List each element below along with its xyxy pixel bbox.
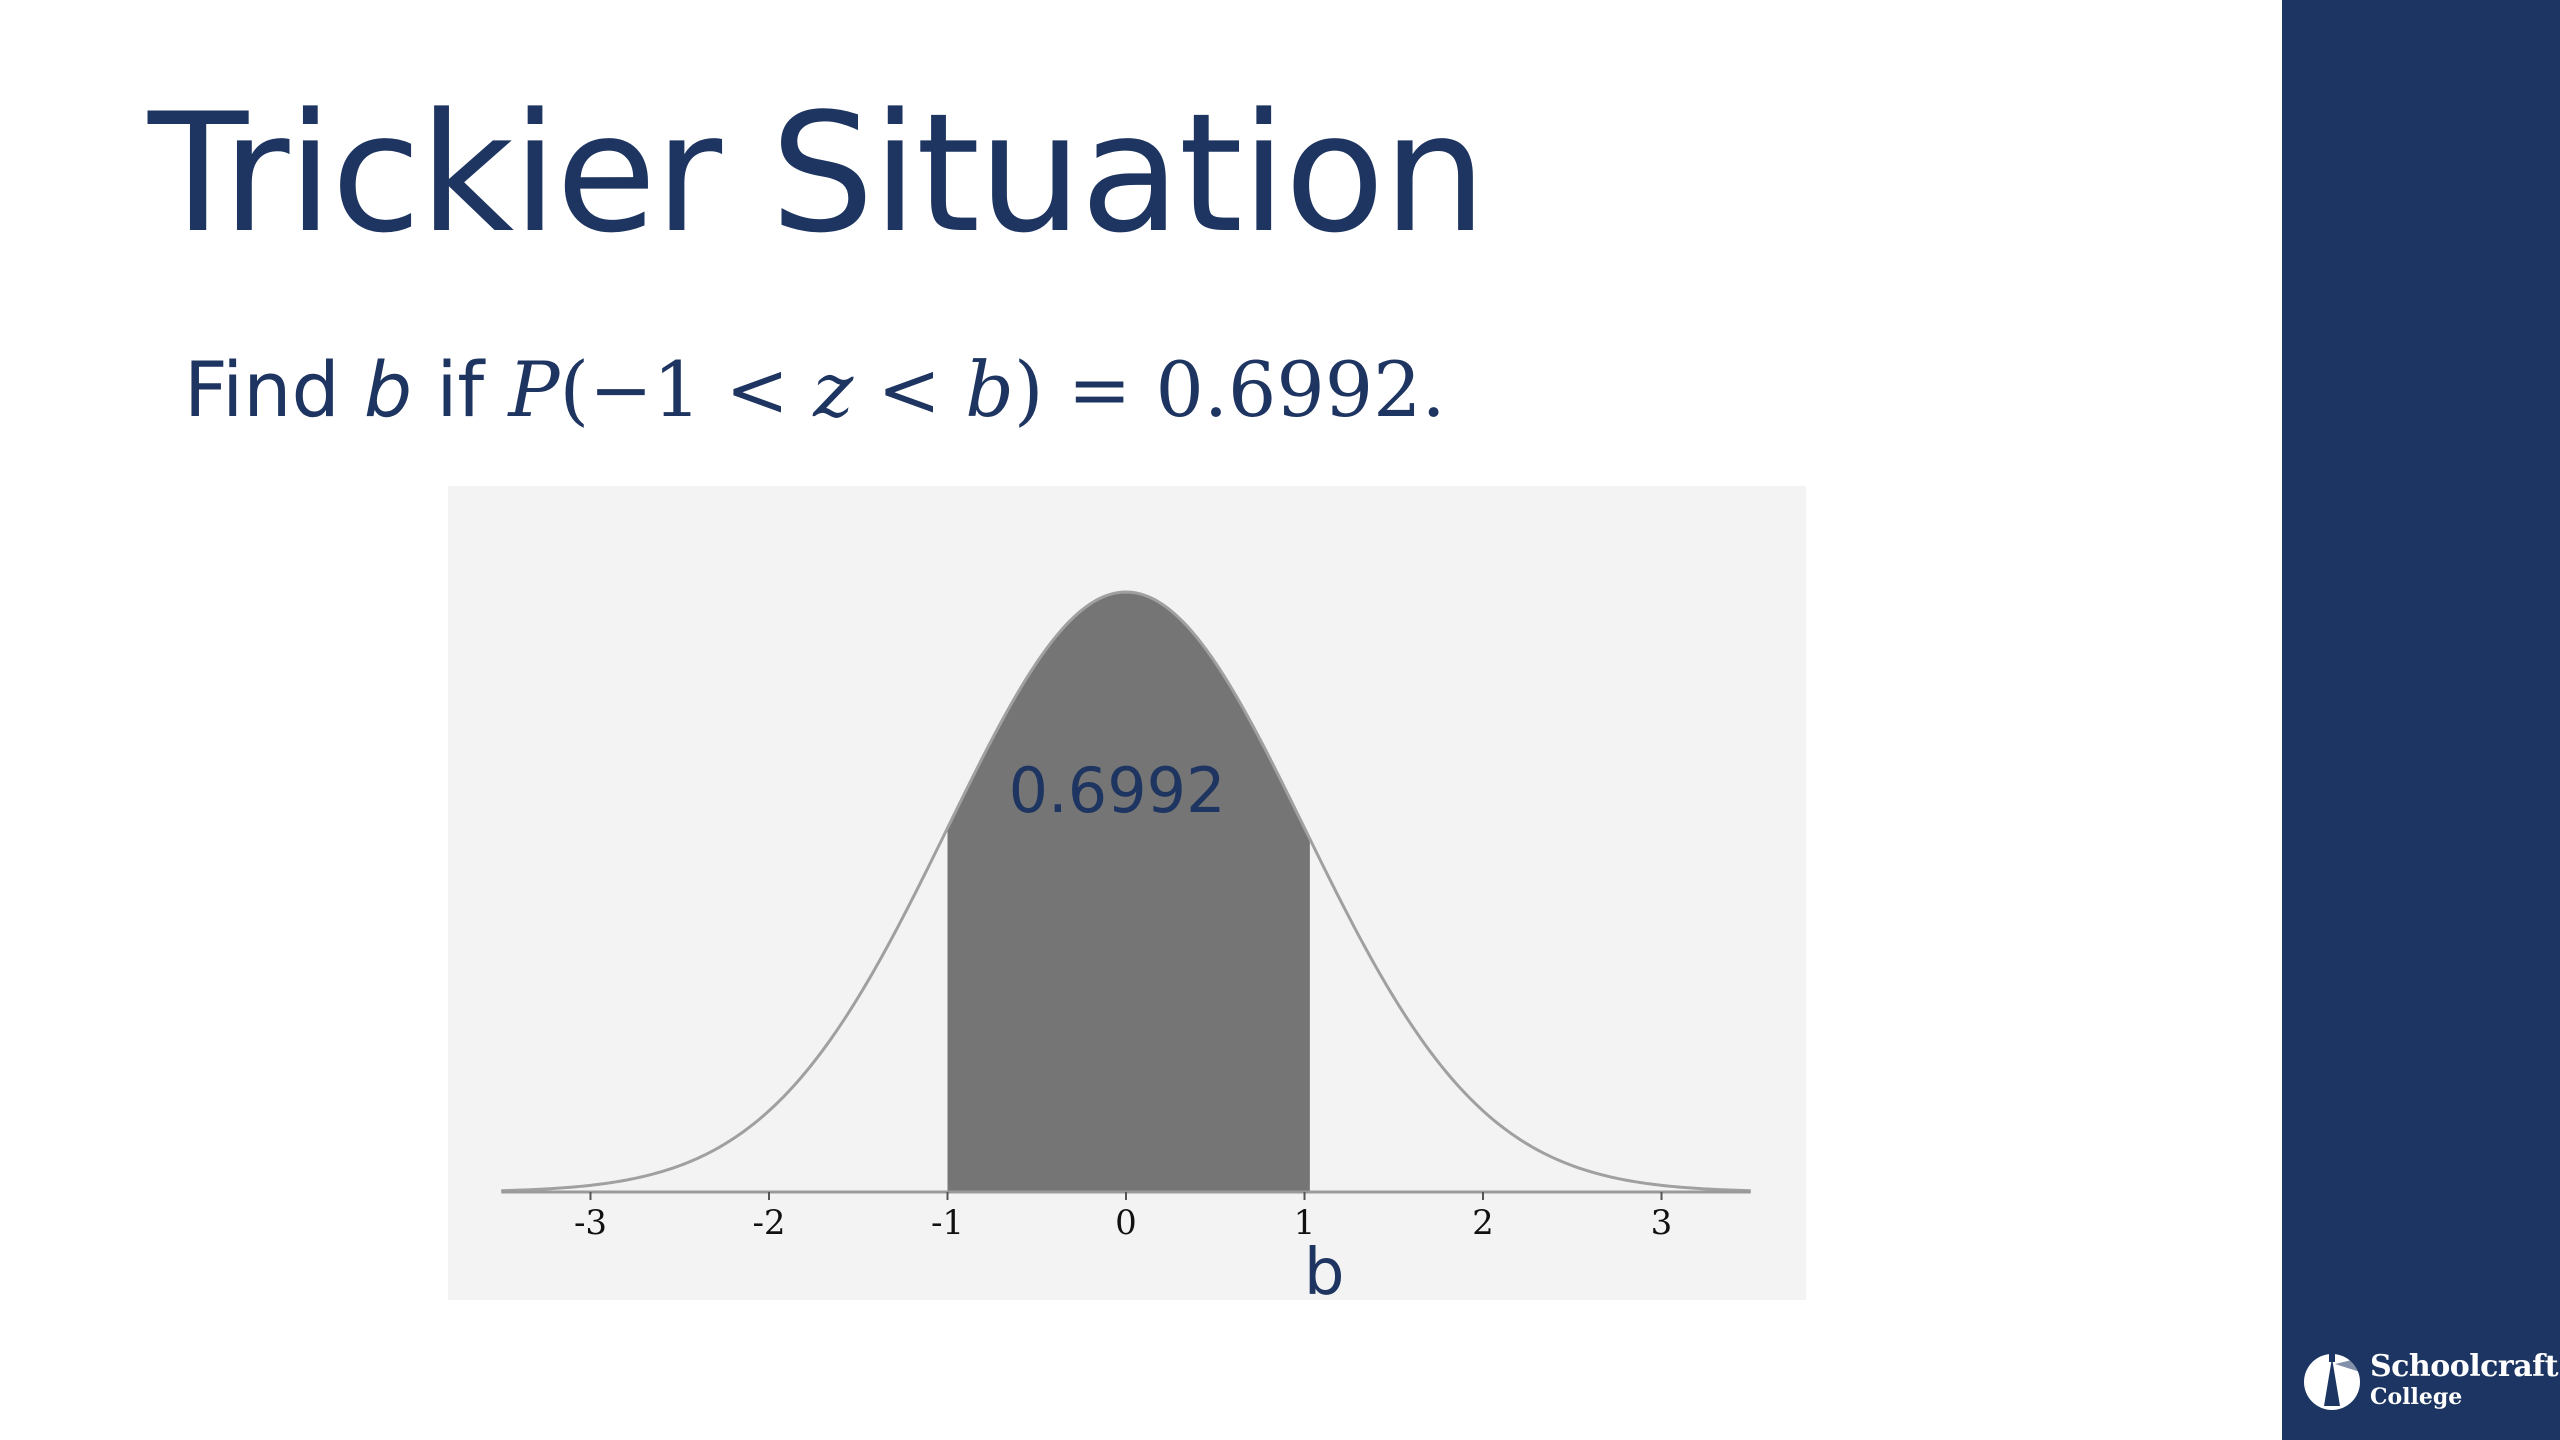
normal-curve-chart: -3 -2 -1 0 1 2 3 0.6992 b (501, 590, 1751, 1300)
probability-P: P (508, 345, 560, 434)
shaded-area (947, 592, 1310, 1192)
expr-open: (−1 < (559, 345, 814, 434)
x-axis-ticks: -3 -2 -1 0 1 2 3 (574, 1192, 1672, 1243)
problem-if: if (436, 345, 485, 434)
x-tick-label: 2 (1472, 1203, 1494, 1243)
x-tick-label: 0 (1115, 1203, 1137, 1243)
b-label: b (1304, 1236, 1345, 1300)
schoolcraft-logo: Schoolcraft College (2302, 1350, 2558, 1414)
expr-b: b (965, 345, 1014, 434)
lighthouse-logo-icon (2304, 1354, 2360, 1410)
problem-find: Find (184, 345, 340, 434)
x-tick-label: -1 (931, 1203, 964, 1243)
problem-statement: Find b if P(−1 < z < b) = 0.6992. (184, 352, 1446, 428)
normal-distribution-figure: -3 -2 -1 0 1 2 3 0.6992 b (448, 486, 1806, 1300)
area-label: 0.6992 (1009, 754, 1226, 827)
logo-name: Schoolcraft (2370, 1349, 2558, 1384)
expr-lt: < (853, 345, 966, 434)
normal-curve (501, 590, 1751, 1193)
x-tick-label: -2 (752, 1203, 785, 1243)
slide-title: Trickier Situation (148, 78, 1487, 269)
x-tick-label: -3 (574, 1203, 607, 1243)
expr-z: z (813, 345, 854, 434)
x-tick-label: 3 (1651, 1203, 1673, 1243)
probability-expression: P(−1 < z < b) = 0.6992. (508, 345, 1445, 434)
expr-rest: ) = 0.6992. (1013, 345, 1446, 434)
brand-sidebar: Schoolcraft College (2282, 0, 2560, 1440)
x-tick-label: 1 (1294, 1203, 1316, 1243)
logo-subtitle: College (2370, 1384, 2463, 1410)
problem-variable: b (363, 345, 413, 434)
